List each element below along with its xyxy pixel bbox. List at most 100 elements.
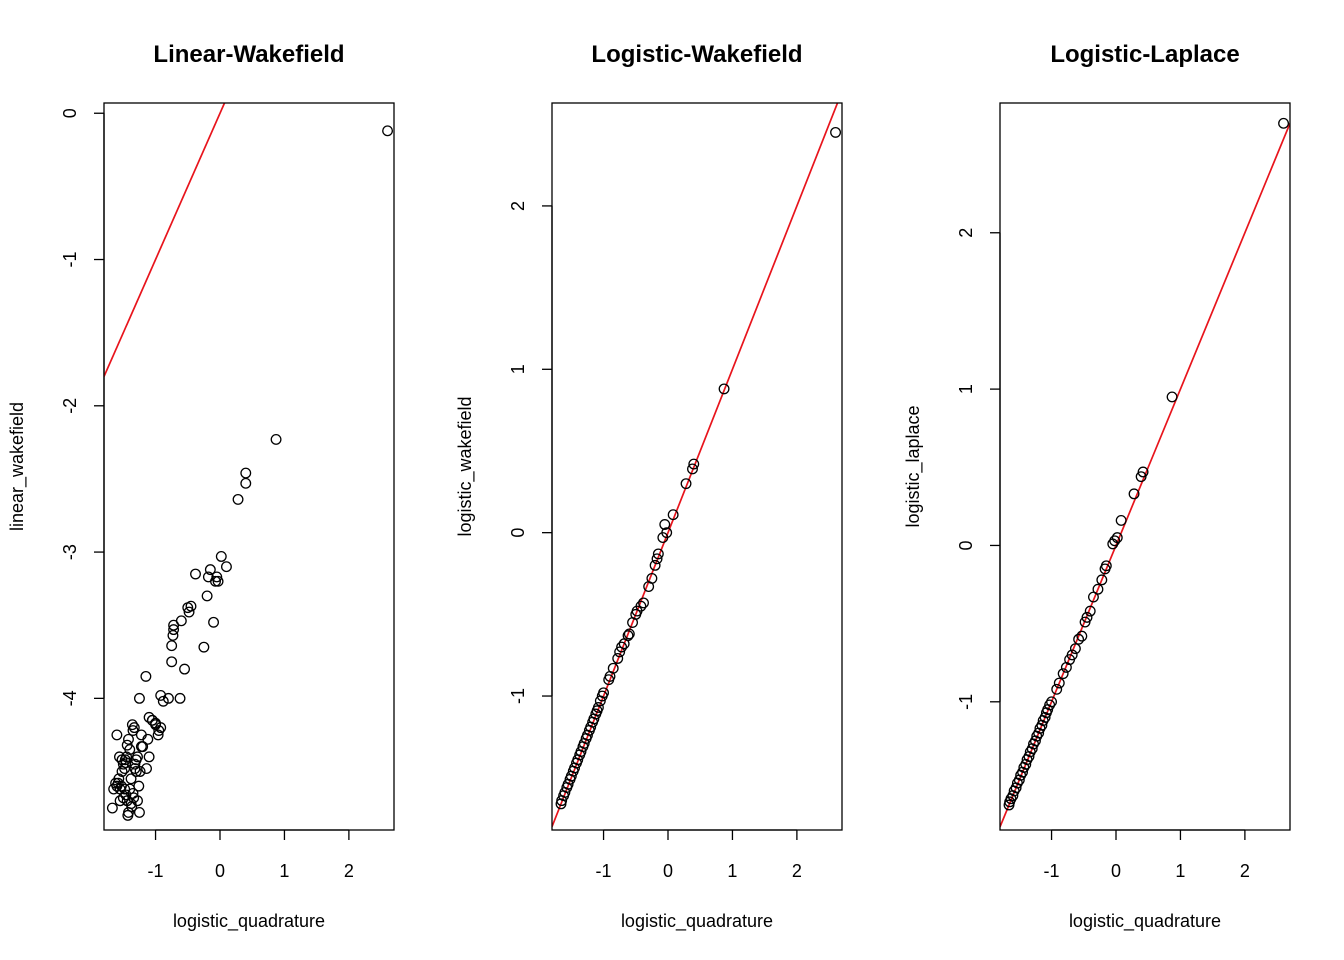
data-point xyxy=(1107,538,1119,550)
x-tick-label: 1 xyxy=(727,861,737,881)
data-point xyxy=(212,575,224,587)
x-axis-label: logistic_quadrature xyxy=(621,911,773,932)
x-tick-label: -1 xyxy=(1044,861,1060,881)
data-point xyxy=(133,692,145,704)
data-point xyxy=(155,722,167,734)
x-tick-label: 0 xyxy=(215,861,225,881)
data-point xyxy=(657,532,669,544)
panel-1: Linear-Wakefield -1 0 1 2 -4 -3 -2 -1 0 logistic_q… xyxy=(7,41,395,932)
data-point xyxy=(127,725,139,736)
y-tick-label: 0 xyxy=(956,540,976,550)
y-tick-label: -1 xyxy=(956,694,976,710)
y-tick-label: 2 xyxy=(508,201,528,211)
data-point xyxy=(119,783,131,795)
data-point xyxy=(146,714,158,726)
data-point xyxy=(1099,563,1111,575)
plot-frame xyxy=(999,102,1291,831)
data-point xyxy=(1135,471,1147,483)
data-point xyxy=(132,751,143,763)
y-axis-label: linear_wakefield xyxy=(7,402,28,531)
data-point xyxy=(1128,488,1140,500)
y-tick-label: 2 xyxy=(956,228,976,238)
data-point xyxy=(202,571,214,583)
data-point xyxy=(174,692,186,704)
data-point xyxy=(168,624,180,636)
data-point xyxy=(1087,591,1099,603)
data-point xyxy=(1076,630,1088,642)
data-point xyxy=(614,646,626,658)
x-tick-label: 2 xyxy=(792,861,802,881)
data-point xyxy=(1079,616,1091,628)
y-axis-label: logistic_wakefield xyxy=(455,396,476,536)
data-point xyxy=(153,725,165,736)
data-point xyxy=(667,509,679,521)
data-point xyxy=(183,606,195,618)
data-point xyxy=(1096,574,1108,586)
data-point xyxy=(1051,683,1063,695)
data-point xyxy=(1166,391,1178,403)
data-point xyxy=(555,798,567,810)
data-point xyxy=(627,617,639,628)
data-point xyxy=(659,519,671,530)
chart-title: Logistic-Wakefield xyxy=(591,41,802,68)
data-point xyxy=(162,692,174,704)
data-point xyxy=(1137,466,1149,478)
data-point xyxy=(128,792,140,804)
chart-title: Logistic-Laplace xyxy=(1050,41,1239,68)
x-tick-label: 1 xyxy=(1175,861,1185,881)
data-point xyxy=(1057,668,1069,680)
x-tick-label: 0 xyxy=(1111,861,1121,881)
data-point xyxy=(141,763,152,775)
data-point xyxy=(114,751,125,763)
data-point xyxy=(124,783,136,795)
data-point xyxy=(232,493,244,505)
data-point xyxy=(137,741,149,753)
data-point xyxy=(623,628,635,640)
data-point xyxy=(157,695,169,707)
data-point xyxy=(220,561,232,573)
data-point xyxy=(123,733,134,745)
x-axis-label: logistic_quadrature xyxy=(173,911,325,932)
data-point xyxy=(143,711,155,723)
chart-title: Linear-Wakefield xyxy=(153,41,344,68)
data-point xyxy=(135,729,147,741)
data-point xyxy=(612,653,624,664)
data-point xyxy=(201,590,213,602)
data-point xyxy=(155,689,167,701)
data-point xyxy=(830,126,842,138)
data-point xyxy=(1084,605,1096,617)
y-tick-label: 0 xyxy=(60,108,80,118)
data-point xyxy=(166,656,178,668)
data-point xyxy=(166,640,178,652)
data-point xyxy=(182,602,194,614)
y-axis-label: logistic_laplace xyxy=(903,405,924,527)
y-tick-label: 0 xyxy=(508,528,528,538)
data-point xyxy=(382,125,394,137)
data-point xyxy=(603,674,615,686)
data-point xyxy=(122,809,134,821)
data-point xyxy=(121,739,133,751)
data-point xyxy=(208,616,220,628)
plot-frame xyxy=(103,102,395,831)
data-point xyxy=(134,766,146,777)
data-point xyxy=(1060,661,1072,673)
data-point xyxy=(652,548,664,560)
data-point xyxy=(596,690,608,702)
x-tick-label: 2 xyxy=(1240,861,1250,881)
y-tick-label: -1 xyxy=(60,252,80,268)
data-point xyxy=(211,571,223,583)
data-point xyxy=(152,729,164,741)
data-point xyxy=(140,670,152,682)
x-tick-label: -1 xyxy=(596,861,612,881)
y-tick-label: -4 xyxy=(60,690,80,706)
data-point xyxy=(111,729,123,741)
data-point xyxy=(108,783,120,795)
data-point xyxy=(179,663,191,675)
data-point xyxy=(168,619,180,631)
data-point xyxy=(1278,117,1290,129)
x-axis-label: logistic_quadrature xyxy=(1069,911,1221,932)
y-tick-label: -3 xyxy=(60,544,80,560)
reference-line xyxy=(104,103,226,377)
data-point xyxy=(270,433,282,445)
